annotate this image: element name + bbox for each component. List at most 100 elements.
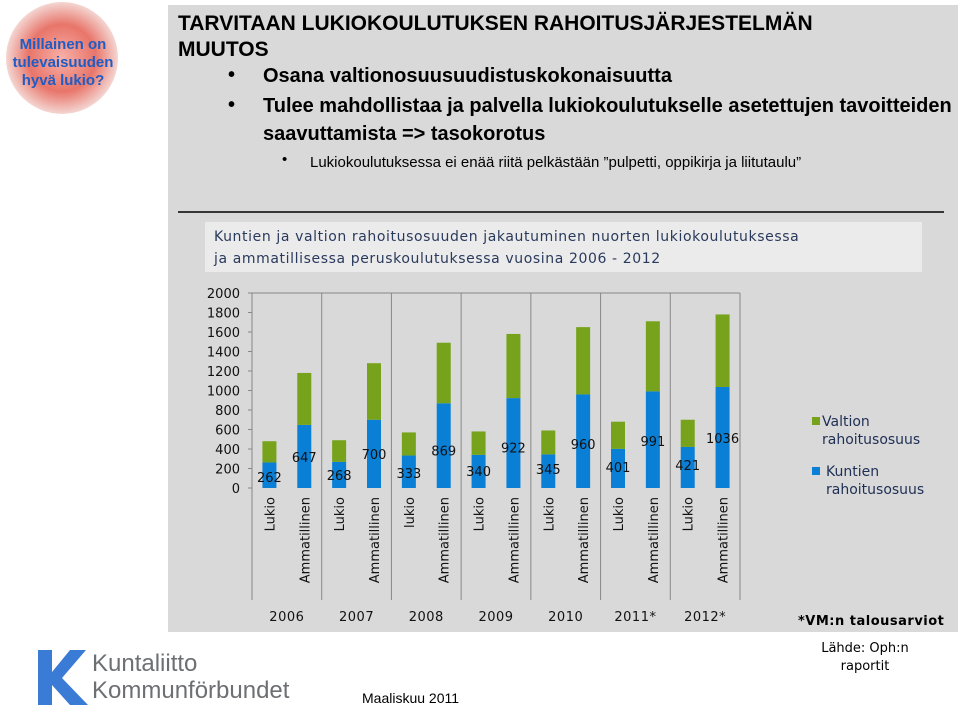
y-tick-label: 1400 xyxy=(207,346,240,361)
x-tick-label: Ammatillinen xyxy=(368,497,383,583)
bar-segment xyxy=(576,327,591,395)
chart-title: Kuntien ja valtion rahoitusosuuden jakau… xyxy=(214,229,800,245)
badge-text: Millainen on tulevaisuuden hyvä lukio? xyxy=(12,36,114,89)
bar-segment xyxy=(401,455,416,488)
bullet: Tulee mahdollistaa ja palvella lukiokoul… xyxy=(263,95,952,145)
y-tick-label: 2000 xyxy=(207,287,240,302)
x-tick-label: Lukio xyxy=(612,497,627,531)
title: TARVITAAN LUKIOKOULUTUKSEN RAHOITUSJÄRJE… xyxy=(178,12,813,35)
bullet-dot: • xyxy=(228,94,236,116)
y-tick-label: 200 xyxy=(215,463,240,478)
bar-segment xyxy=(541,454,556,488)
bar-segment xyxy=(645,391,660,488)
bar-segment xyxy=(262,462,277,488)
bar-segment xyxy=(541,430,556,455)
data-label: 421 xyxy=(675,459,700,474)
bar-segment xyxy=(576,394,591,488)
group-label: 2012* xyxy=(684,610,726,625)
bar-segment xyxy=(680,419,695,447)
bullet-dot: • xyxy=(228,64,236,86)
bullet-dot: • xyxy=(282,151,288,168)
y-tick-label: 1000 xyxy=(207,385,240,400)
badge-circle xyxy=(6,2,118,114)
data-label: 922 xyxy=(501,441,526,456)
x-tick-label: Ammatillinen xyxy=(298,497,313,583)
data-label: 268 xyxy=(327,469,352,484)
x-tick-label: Ammatillinen xyxy=(507,497,522,583)
data-label: 960 xyxy=(571,438,596,453)
legend-label: Kuntien rahoitusosuus xyxy=(826,464,925,498)
x-tick-label: Ammatillinen xyxy=(438,497,453,583)
x-tick-label: Ammatillinen xyxy=(647,497,662,583)
footnote: *VM:n talousarviot xyxy=(798,614,945,629)
x-tick-label: Lukio xyxy=(542,497,557,531)
x-tick-label: Lukio xyxy=(682,497,697,531)
legend-swatch xyxy=(812,417,820,425)
data-label: 700 xyxy=(362,448,387,463)
y-tick-label: 0 xyxy=(232,482,240,497)
y-tick-label: 600 xyxy=(215,424,240,439)
logo-text: Kommunförbundet xyxy=(92,677,290,704)
bar-segment xyxy=(401,432,416,456)
data-label: 345 xyxy=(536,463,561,478)
bar-segment xyxy=(471,454,486,488)
x-tick-label: Lukio xyxy=(263,497,278,531)
y-tick-label: 400 xyxy=(215,443,240,458)
y-tick-label: 1600 xyxy=(207,326,240,341)
group-label: 2008 xyxy=(409,610,444,625)
group-label: 2011* xyxy=(614,610,656,625)
bar-segment xyxy=(506,333,521,399)
y-tick-label: 1200 xyxy=(207,365,240,380)
sub-bullet: Lukiokoulutuksessa ei enää riitä pelkäst… xyxy=(310,154,802,171)
bar-segment xyxy=(611,421,625,449)
data-label: 262 xyxy=(257,471,282,486)
group-label: 2007 xyxy=(339,610,374,625)
x-tick-label: Lukio xyxy=(333,497,348,531)
bar-segment xyxy=(297,424,312,488)
bar-segment xyxy=(297,372,312,425)
panel xyxy=(168,5,958,632)
x-tick-label: Ammatillinen xyxy=(577,497,592,583)
bar-segment xyxy=(262,441,277,463)
bar-segment xyxy=(332,461,347,488)
bar-segment xyxy=(436,403,451,488)
logo-mark xyxy=(38,650,88,705)
bar-segment xyxy=(680,446,695,488)
bar-segment xyxy=(715,386,730,488)
x-tick-label: Ammatillinen xyxy=(717,497,732,583)
x-tick-label: Lukio xyxy=(473,497,488,531)
bar-segment xyxy=(715,314,730,387)
date: Maaliskuu 2011 xyxy=(362,690,460,706)
bar-segment xyxy=(506,398,521,488)
bar-segment xyxy=(367,363,381,420)
bar-segment xyxy=(332,440,347,462)
chart-title: ja ammatillisessa peruskoulutuksessa vuo… xyxy=(214,251,661,267)
data-label: 647 xyxy=(292,451,317,466)
y-tick-label: 1800 xyxy=(207,307,240,322)
legend-swatch xyxy=(812,467,820,475)
bar-segment xyxy=(471,431,486,455)
source: Lähde: Oph:n raportit xyxy=(821,641,909,674)
group-label: 2006 xyxy=(269,610,304,625)
y-tick-label: 800 xyxy=(215,404,240,419)
data-label: 991 xyxy=(640,435,665,450)
chart-title-box xyxy=(205,222,922,272)
bar-segment xyxy=(611,448,625,488)
data-label: 1036 xyxy=(706,432,739,447)
bullet: Osana valtionosuusuudistuskokonaisuutta xyxy=(263,65,672,87)
logo-text: Kuntaliitto xyxy=(92,650,198,677)
data-label: 869 xyxy=(431,445,456,460)
group-label: 2010 xyxy=(548,610,583,625)
bar-segment xyxy=(645,321,660,392)
data-label: 340 xyxy=(466,465,491,480)
x-tick-label: lukio xyxy=(403,497,418,528)
bar-segment xyxy=(367,419,381,488)
legend-label: Valtion rahoitusosuus xyxy=(822,414,921,448)
bar-segment xyxy=(436,342,451,404)
title: MUUTOS xyxy=(178,38,269,61)
data-label: 401 xyxy=(606,461,631,476)
data-label: 333 xyxy=(396,467,421,482)
group-label: 2009 xyxy=(478,610,513,625)
